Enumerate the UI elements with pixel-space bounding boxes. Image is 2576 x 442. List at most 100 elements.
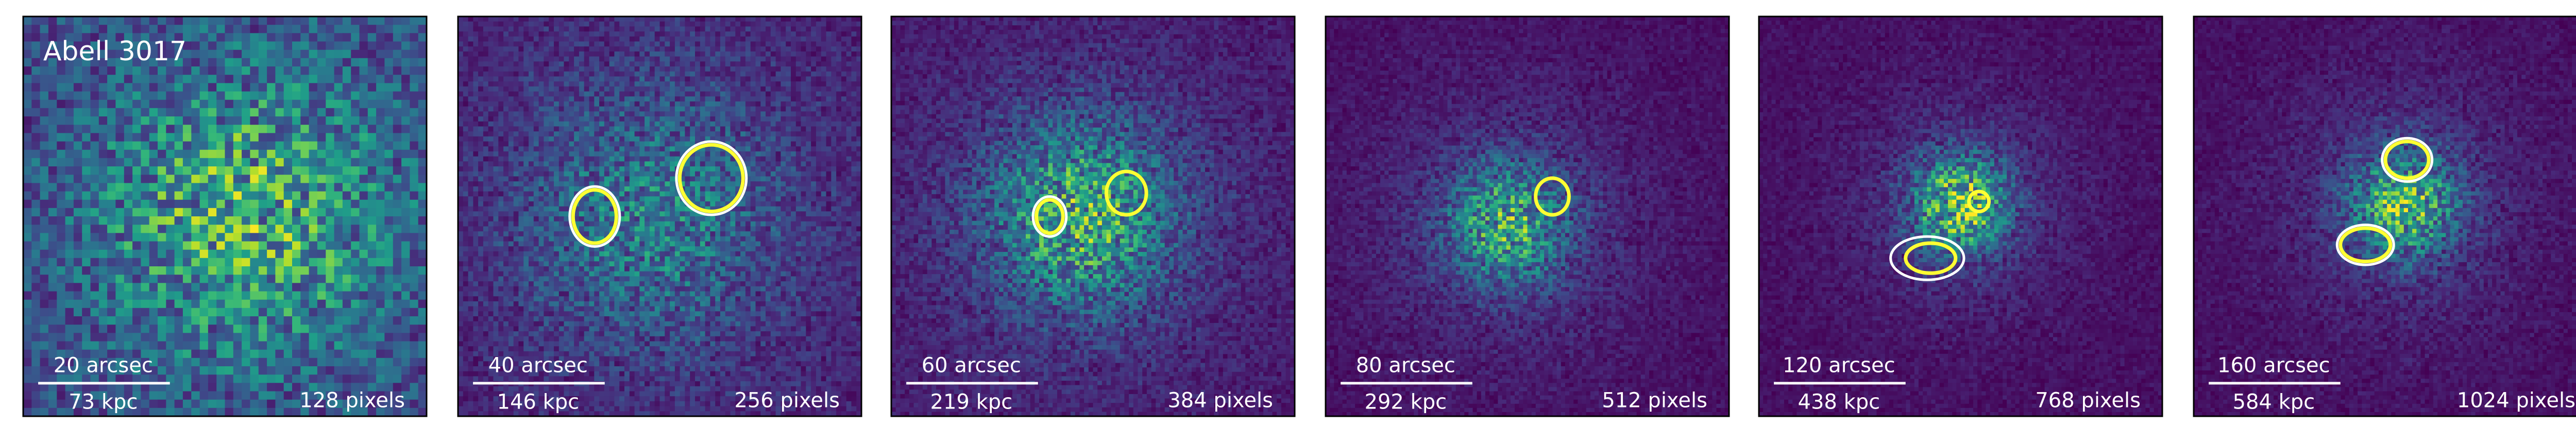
pixel (836, 137, 841, 142)
pixel (74, 325, 82, 333)
pixel (418, 266, 427, 275)
pixel (393, 266, 402, 275)
pixel (478, 61, 483, 66)
pixel (401, 233, 410, 242)
pixel (806, 126, 811, 131)
pixel (478, 42, 483, 47)
pixel (710, 131, 715, 137)
pixel (735, 31, 740, 37)
pixel (720, 26, 725, 31)
pixel (781, 137, 786, 142)
pixel (463, 176, 468, 181)
pixel (175, 316, 183, 325)
pixel (267, 108, 276, 117)
pixel (250, 308, 259, 317)
pixel (700, 96, 705, 101)
pixel (514, 42, 519, 47)
pixel (604, 126, 609, 131)
pixel (695, 57, 700, 62)
pixel (549, 46, 554, 52)
pixel (418, 133, 427, 142)
pixel (166, 183, 175, 192)
pixel (483, 137, 488, 142)
pixel (584, 107, 589, 112)
pixel (559, 81, 564, 87)
pixel (599, 166, 604, 172)
pixel (141, 158, 149, 167)
pixel (368, 283, 377, 292)
pixel (564, 122, 569, 127)
pixel (478, 37, 483, 42)
pixel (604, 22, 609, 27)
pixel (665, 172, 670, 177)
pixel (141, 225, 149, 233)
pixel (836, 87, 841, 92)
pixel (376, 150, 385, 159)
pixel (216, 392, 225, 400)
pixel (791, 151, 796, 157)
pixel (48, 166, 57, 175)
pixel (384, 350, 393, 359)
pixel (619, 137, 624, 142)
pixel (300, 233, 309, 242)
pixel (503, 37, 509, 42)
pixel (680, 37, 685, 42)
pixel (233, 392, 242, 400)
pixel (589, 76, 595, 81)
pixel (806, 92, 811, 97)
pixel (393, 100, 402, 109)
pixel (368, 358, 377, 367)
pixel (368, 16, 377, 25)
pixel (91, 108, 99, 117)
pixel (740, 42, 745, 47)
pixel (360, 166, 368, 175)
pixel (360, 25, 368, 33)
pixel (816, 176, 821, 181)
pixel (494, 46, 499, 52)
pixel (836, 107, 841, 112)
pixel (65, 316, 74, 325)
pixel (360, 275, 368, 283)
pixel (149, 166, 158, 175)
pixel (284, 183, 293, 192)
pixel (284, 325, 293, 333)
pixel (614, 46, 619, 52)
pixel (225, 50, 234, 59)
pixel (826, 146, 832, 151)
pixel (680, 16, 685, 22)
pixel (40, 216, 49, 225)
pixel (360, 242, 368, 250)
pixel (705, 172, 710, 177)
pixel (503, 52, 509, 57)
pixel (851, 142, 856, 147)
pixel (665, 46, 670, 52)
pixel (851, 92, 856, 97)
pixel (149, 183, 158, 192)
pixel (599, 92, 604, 97)
pixel (468, 52, 473, 57)
pixel (175, 166, 183, 175)
pixel (418, 25, 427, 33)
pixel (401, 33, 410, 42)
pixel (82, 192, 91, 200)
pixel (731, 166, 736, 172)
pixel (518, 146, 523, 151)
pixel (225, 300, 234, 309)
pixel (831, 81, 836, 87)
pixel (74, 125, 82, 133)
pixel (82, 183, 91, 192)
pixel (23, 58, 32, 67)
pixel (584, 92, 589, 97)
pixel (259, 242, 267, 250)
pixel (675, 96, 680, 101)
pixel (300, 42, 309, 50)
pixel (705, 157, 710, 162)
pixel (259, 325, 267, 333)
pixel (529, 181, 534, 186)
pixel (384, 292, 393, 300)
pixel (360, 92, 368, 100)
pixel (208, 342, 217, 350)
pixel (23, 250, 32, 259)
pixel (284, 383, 293, 392)
pixel (183, 133, 192, 142)
